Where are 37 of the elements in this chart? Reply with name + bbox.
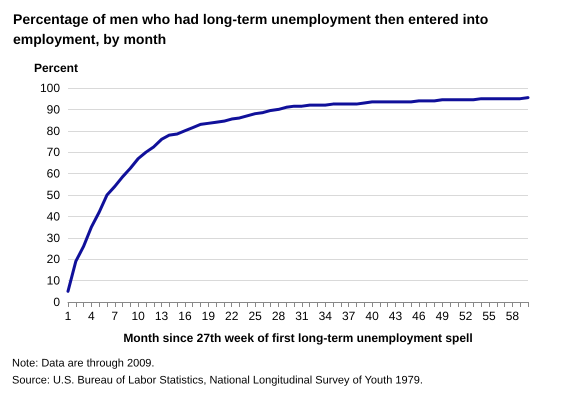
chart-title: Percentage of men who had long-term unemployment then entered into employment, by month [13,11,492,47]
x-tick-label: 40 [365,309,380,323]
x-tick-label: 49 [436,309,450,323]
y-tick-label: 0 [53,295,60,309]
y-tick-label: 100 [40,81,60,95]
x-tick-label: 58 [506,309,520,323]
x-tick-label: 52 [458,309,473,323]
y-tick-label: 50 [46,188,60,202]
x-tick-label: 37 [342,309,356,323]
x-tick-label: 16 [178,309,192,323]
x-tick-label: 31 [295,309,309,323]
x-tick-label: 19 [202,309,216,323]
y-tick-label: 70 [46,145,60,160]
text: Note: Data are through 2009. [12,358,154,370]
y-tick-label: 80 [46,124,60,138]
y-tick-label: 10 [46,274,60,288]
y-tick-label: 20 [46,252,60,266]
y-axis-title: Percent [34,61,78,75]
x-tick-label: 1 [64,309,72,323]
x-tick-label: 10 [131,309,146,323]
x-tick-label: 46 [412,309,426,323]
x-tick-label: 28 [272,309,286,323]
y-tick-label: 40 [46,209,60,224]
x-tick-label: 43 [388,309,402,323]
x-tick-label: 55 [482,309,496,323]
x-tick-label: 34 [318,309,332,323]
y-tick-label: 90 [46,102,60,116]
source-note: Source: U.S. Bureau of Labor Statistics, National Longitudinal Survey of Youth 1979. [12,374,423,386]
x-tick-label: 13 [154,309,169,323]
y-tick-label: 60 [46,166,60,181]
line-series [66,96,530,293]
x-tick-label: 25 [248,309,262,323]
x-tick-label: 4 [88,309,96,323]
y-tick-label: 30 [46,230,60,245]
x-tick-label: 7 [111,309,118,323]
x-axis-title: Month since 27th week of first long-term unemployment spell [123,331,473,345]
x-tick-label: 22 [225,309,239,323]
